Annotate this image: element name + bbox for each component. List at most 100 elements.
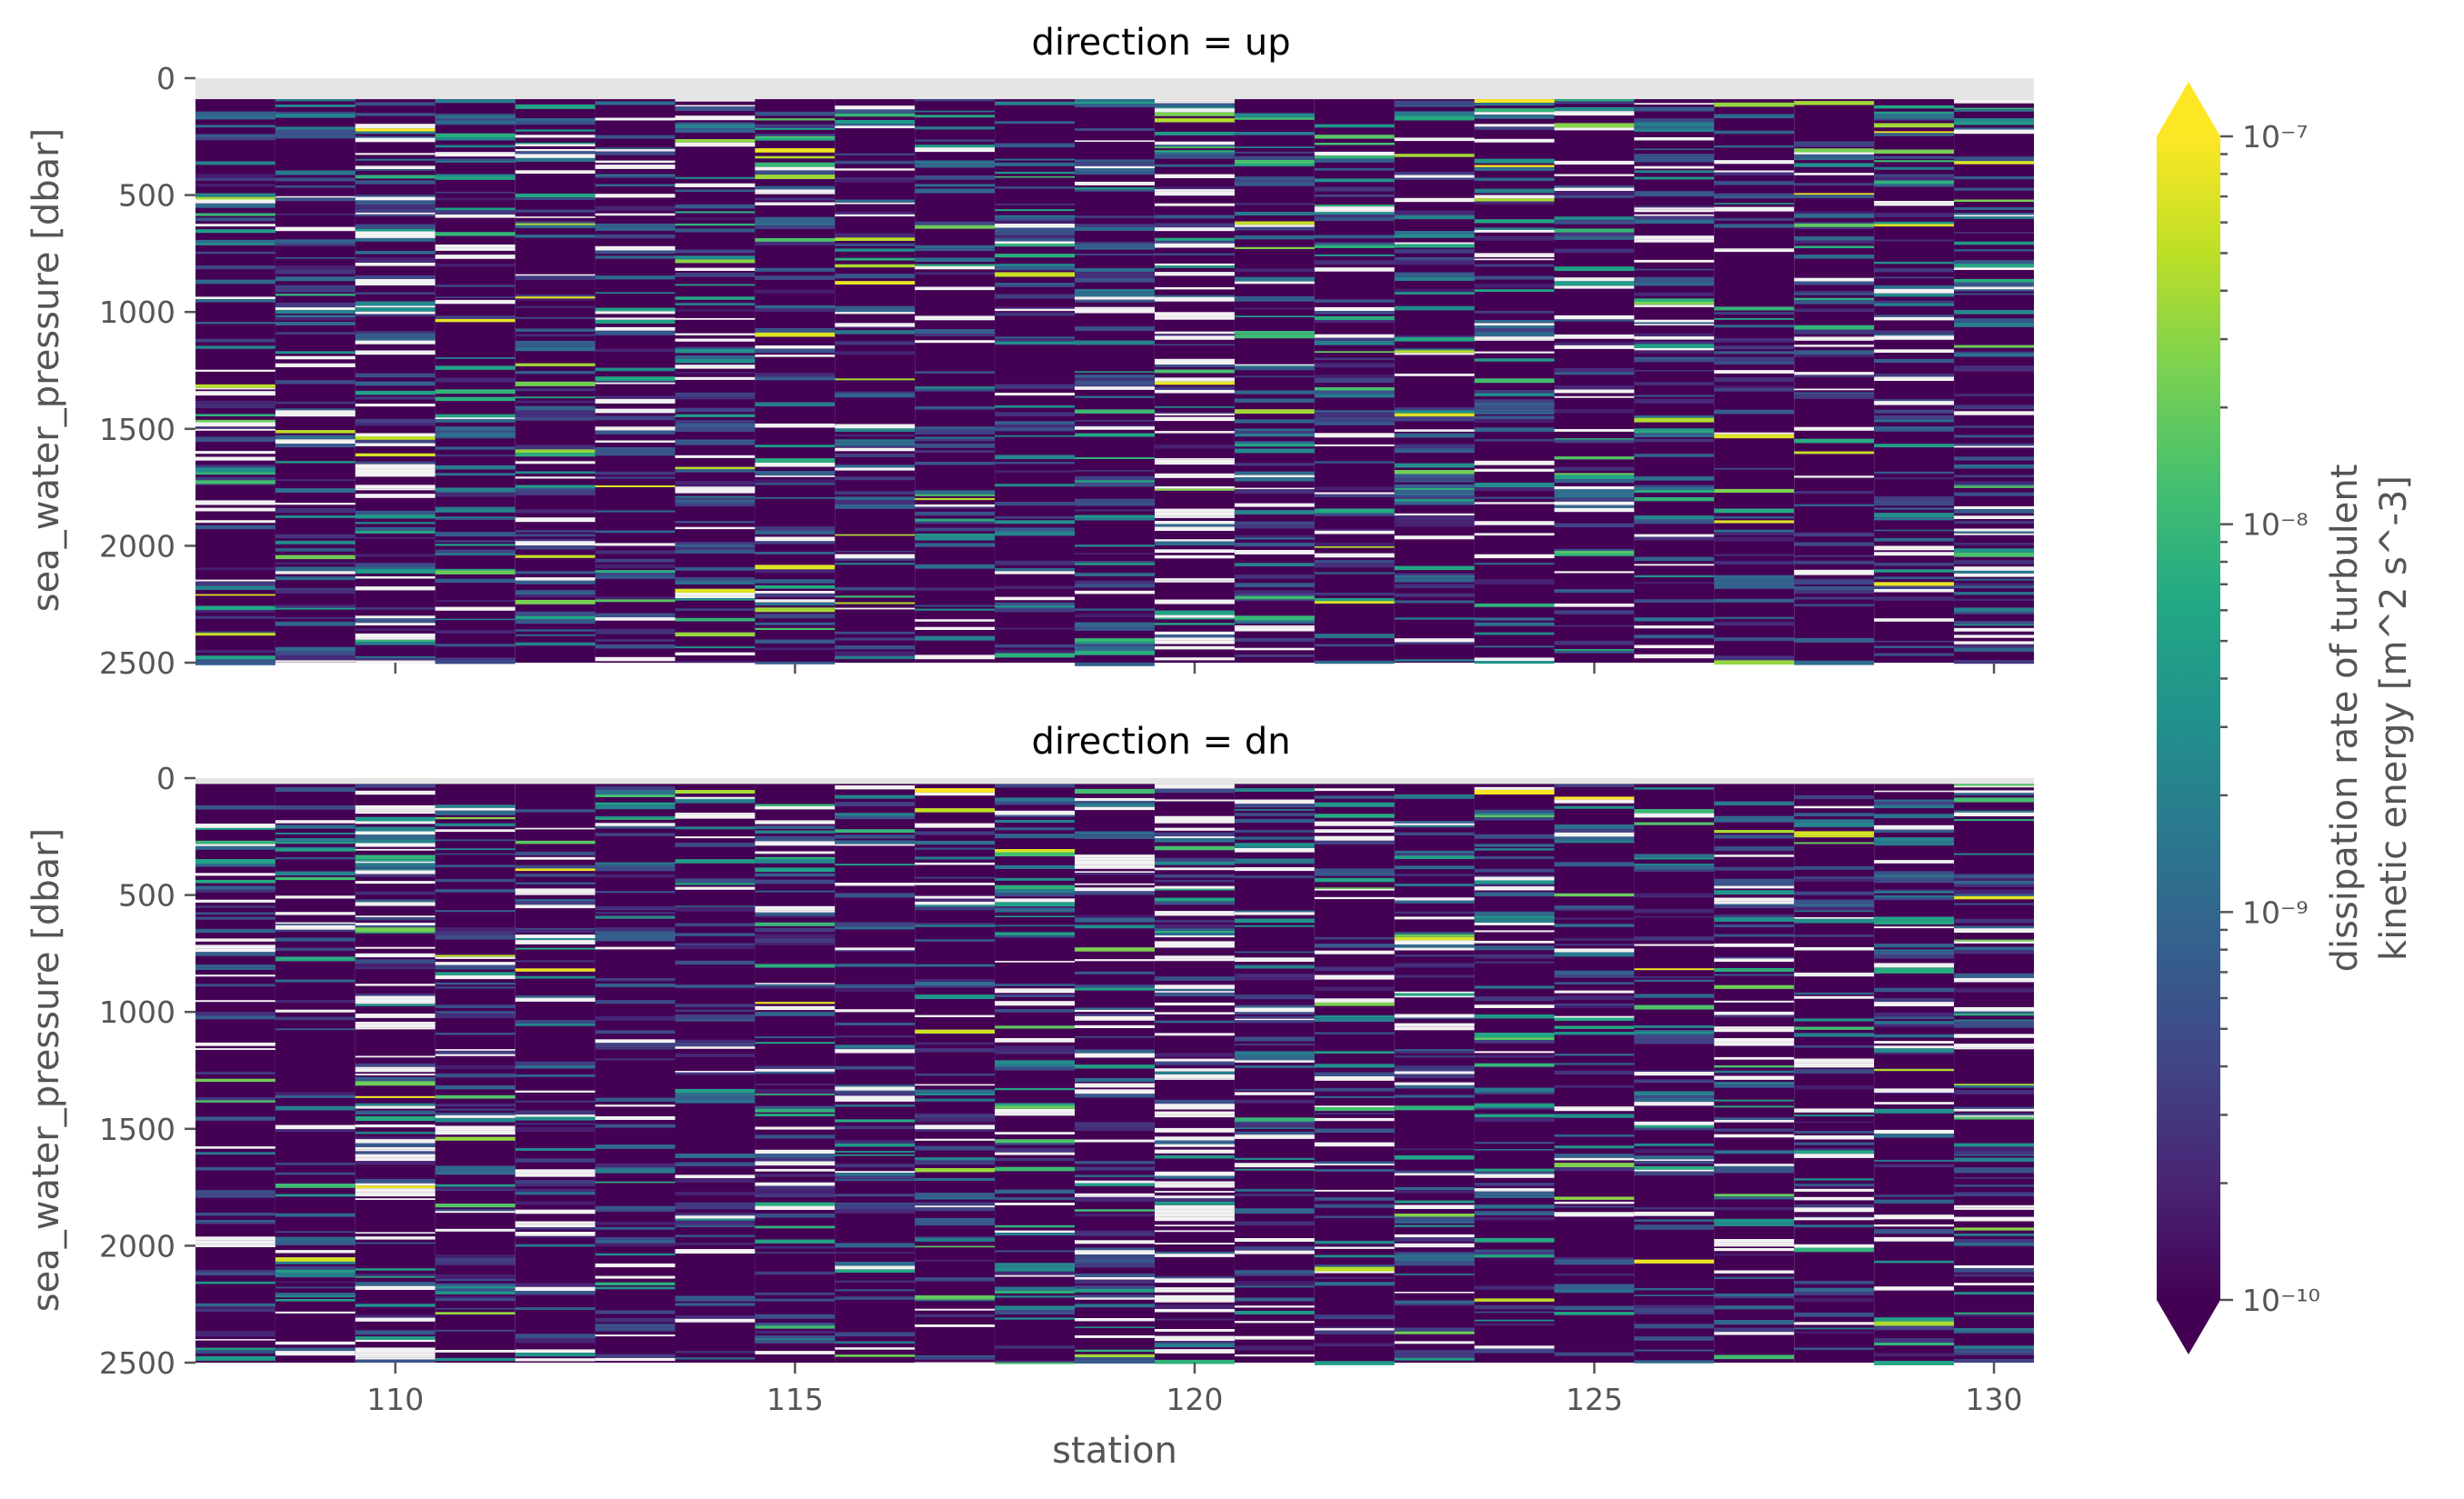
dissipation-cell <box>275 832 356 834</box>
dissipation-cell <box>1634 617 1715 622</box>
dissipation-cell <box>355 1276 436 1278</box>
colorbar-extend-min <box>2157 1300 2220 1354</box>
dissipation-cell <box>835 1090 916 1093</box>
dissipation-cell <box>595 165 676 169</box>
dissipation-cell <box>1075 806 1155 811</box>
dissipation-cell <box>835 587 916 591</box>
dissipation-cell <box>435 1165 516 1171</box>
dissipation-cell <box>1474 961 1555 964</box>
dissipation-cell <box>195 964 275 968</box>
dissipation-cell <box>1394 501 1475 505</box>
dissipation-cell <box>1554 990 1635 994</box>
dissipation-cell <box>1314 306 1395 311</box>
dissipation-cell <box>1474 108 1555 113</box>
dissipation-cell <box>595 790 676 794</box>
dissipation-cell <box>1874 790 1955 793</box>
dissipation-cell <box>355 390 436 395</box>
dissipation-cell <box>275 617 356 619</box>
dissipation-cell <box>1474 856 1555 859</box>
dissipation-cell <box>515 157 596 162</box>
dissipation-cell <box>515 154 596 158</box>
dissipation-cell <box>1714 170 1795 173</box>
dissipation-cell <box>1634 302 1715 305</box>
dissipation-cell <box>1075 650 1155 655</box>
dissipation-cell <box>435 296 516 298</box>
dissipation-cell <box>1314 1189 1395 1192</box>
dissipation-cell <box>915 188 996 194</box>
y-tick-label: 0 <box>156 61 175 96</box>
dissipation-cell <box>1155 885 1235 889</box>
dissipation-cell <box>1954 1314 2034 1317</box>
dissipation-cell <box>1714 377 1795 381</box>
dissipation-cell <box>1554 1145 1635 1149</box>
dissipation-cell <box>1954 878 2034 881</box>
dissipation-cell <box>1155 515 1235 518</box>
dissipation-cell <box>595 1243 676 1246</box>
dissipation-cell <box>675 549 756 554</box>
dissipation-cell <box>1474 1087 1555 1093</box>
dissipation-cell <box>1155 316 1235 320</box>
dissipation-cell <box>675 106 756 112</box>
dissipation-cell <box>1554 650 1635 654</box>
dissipation-cell <box>1234 296 1315 299</box>
dissipation-cell <box>1794 101 1875 105</box>
y-tick-label: 500 <box>118 178 175 214</box>
dissipation-cell <box>1634 1095 1715 1098</box>
dissipation-cell <box>1394 1221 1475 1224</box>
dissipation-cell <box>675 521 756 524</box>
station-column-116 <box>835 99 916 664</box>
dissipation-cell <box>1155 458 1235 460</box>
dissipation-cell <box>995 306 1075 309</box>
dissipation-cell <box>1474 930 1555 933</box>
dissipation-cell <box>595 802 676 805</box>
dissipation-cell <box>435 245 516 248</box>
dissipation-cell <box>355 923 436 925</box>
dissipation-cell <box>1075 1230 1155 1234</box>
dissipation-cell <box>1474 235 1555 241</box>
dissipation-cell <box>595 550 676 555</box>
dissipation-cell <box>1234 268 1315 272</box>
dissipation-cell <box>1075 622 1155 627</box>
dissipation-cell <box>1314 235 1395 239</box>
dissipation-cell <box>915 265 996 270</box>
dissipation-cell <box>835 1354 916 1357</box>
dissipation-cell <box>595 1282 676 1285</box>
dissipation-cell <box>355 1317 436 1322</box>
dissipation-cell <box>1714 905 1795 908</box>
dissipation-cell <box>1954 282 2034 287</box>
dissipation-cell <box>595 213 676 216</box>
dissipation-cell <box>1314 212 1395 215</box>
dissipation-cell <box>1554 319 1635 322</box>
dissipation-cell <box>1234 1015 1315 1019</box>
dissipation-cell <box>835 248 916 252</box>
dissipation-cell <box>675 1351 756 1354</box>
dissipation-cell <box>915 823 996 828</box>
dissipation-cell <box>1314 315 1395 320</box>
dissipation-cell <box>1554 368 1635 373</box>
dissipation-cell <box>755 192 836 195</box>
dissipation-cell <box>355 866 436 869</box>
dissipation-cell <box>355 333 436 338</box>
dissipation-cell <box>1554 1015 1635 1018</box>
dissipation-cell <box>675 1046 756 1049</box>
dissipation-cell <box>595 117 676 121</box>
dissipation-cell <box>1075 480 1155 483</box>
dissipation-cell <box>435 578 516 583</box>
dissipation-cell <box>675 1224 756 1227</box>
dissipation-cell <box>355 566 436 569</box>
dissipation-cell <box>515 541 596 546</box>
dissipation-cell <box>1155 1329 1235 1332</box>
dissipation-cell <box>675 886 756 890</box>
dissipation-cell <box>1634 298 1715 303</box>
dissipation-cell <box>595 1357 676 1362</box>
dissipation-cell <box>1474 320 1555 324</box>
dissipation-cell <box>675 228 756 233</box>
dissipation-cell <box>515 904 596 909</box>
dissipation-cell <box>515 1201 596 1204</box>
dissipation-cell <box>675 796 756 799</box>
dissipation-cell <box>1794 491 1875 495</box>
dissipation-cell <box>915 521 996 525</box>
dissipation-cell <box>835 802 916 807</box>
dissipation-cell <box>1874 860 1955 864</box>
dissipation-cell <box>515 1209 596 1214</box>
